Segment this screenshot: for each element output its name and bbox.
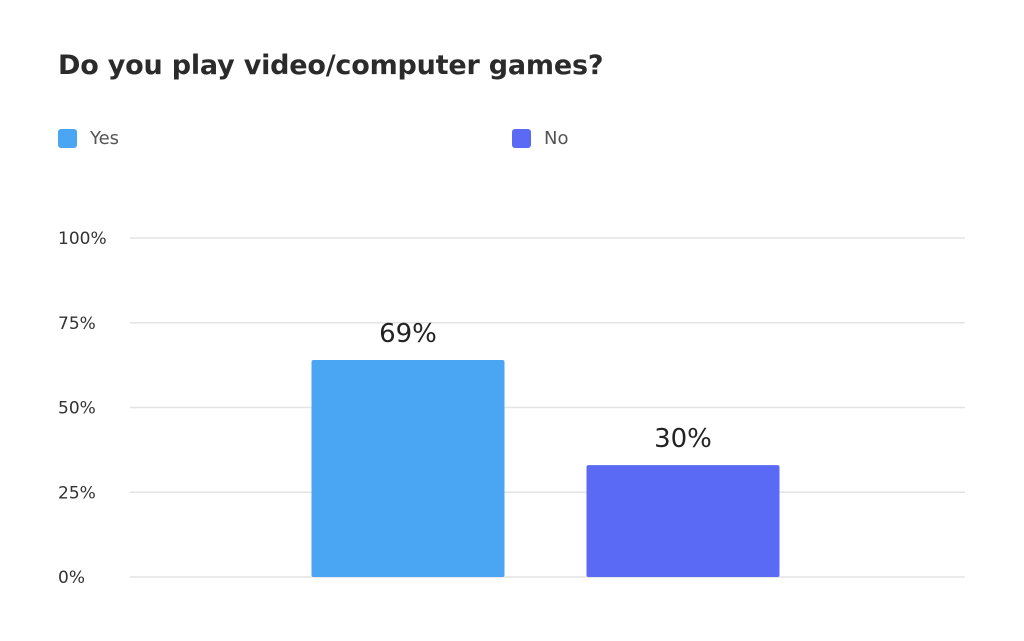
y-tick-label: 75% [58, 314, 96, 334]
legend-item-yes[interactable]: Yes [58, 128, 119, 149]
bar-yes [311, 360, 505, 577]
legend-swatch-yes [58, 129, 77, 148]
y-tick-label: 50% [58, 399, 96, 419]
legend-label-no: No [544, 128, 569, 149]
data-label-no: 30% [654, 424, 712, 454]
data-label-yes: 69% [379, 319, 437, 349]
y-tick-label: 0% [58, 568, 85, 588]
legend-swatch-no [512, 129, 531, 148]
bar-no [586, 465, 780, 577]
legend-label-yes: Yes [90, 128, 120, 149]
legend: Yes No [0, 128, 1024, 158]
chart-title: Do you play video/computer games? [58, 50, 604, 81]
legend-item-no[interactable]: No [512, 128, 568, 149]
y-tick-label: 25% [58, 483, 96, 503]
y-tick-label: 100% [58, 229, 107, 249]
